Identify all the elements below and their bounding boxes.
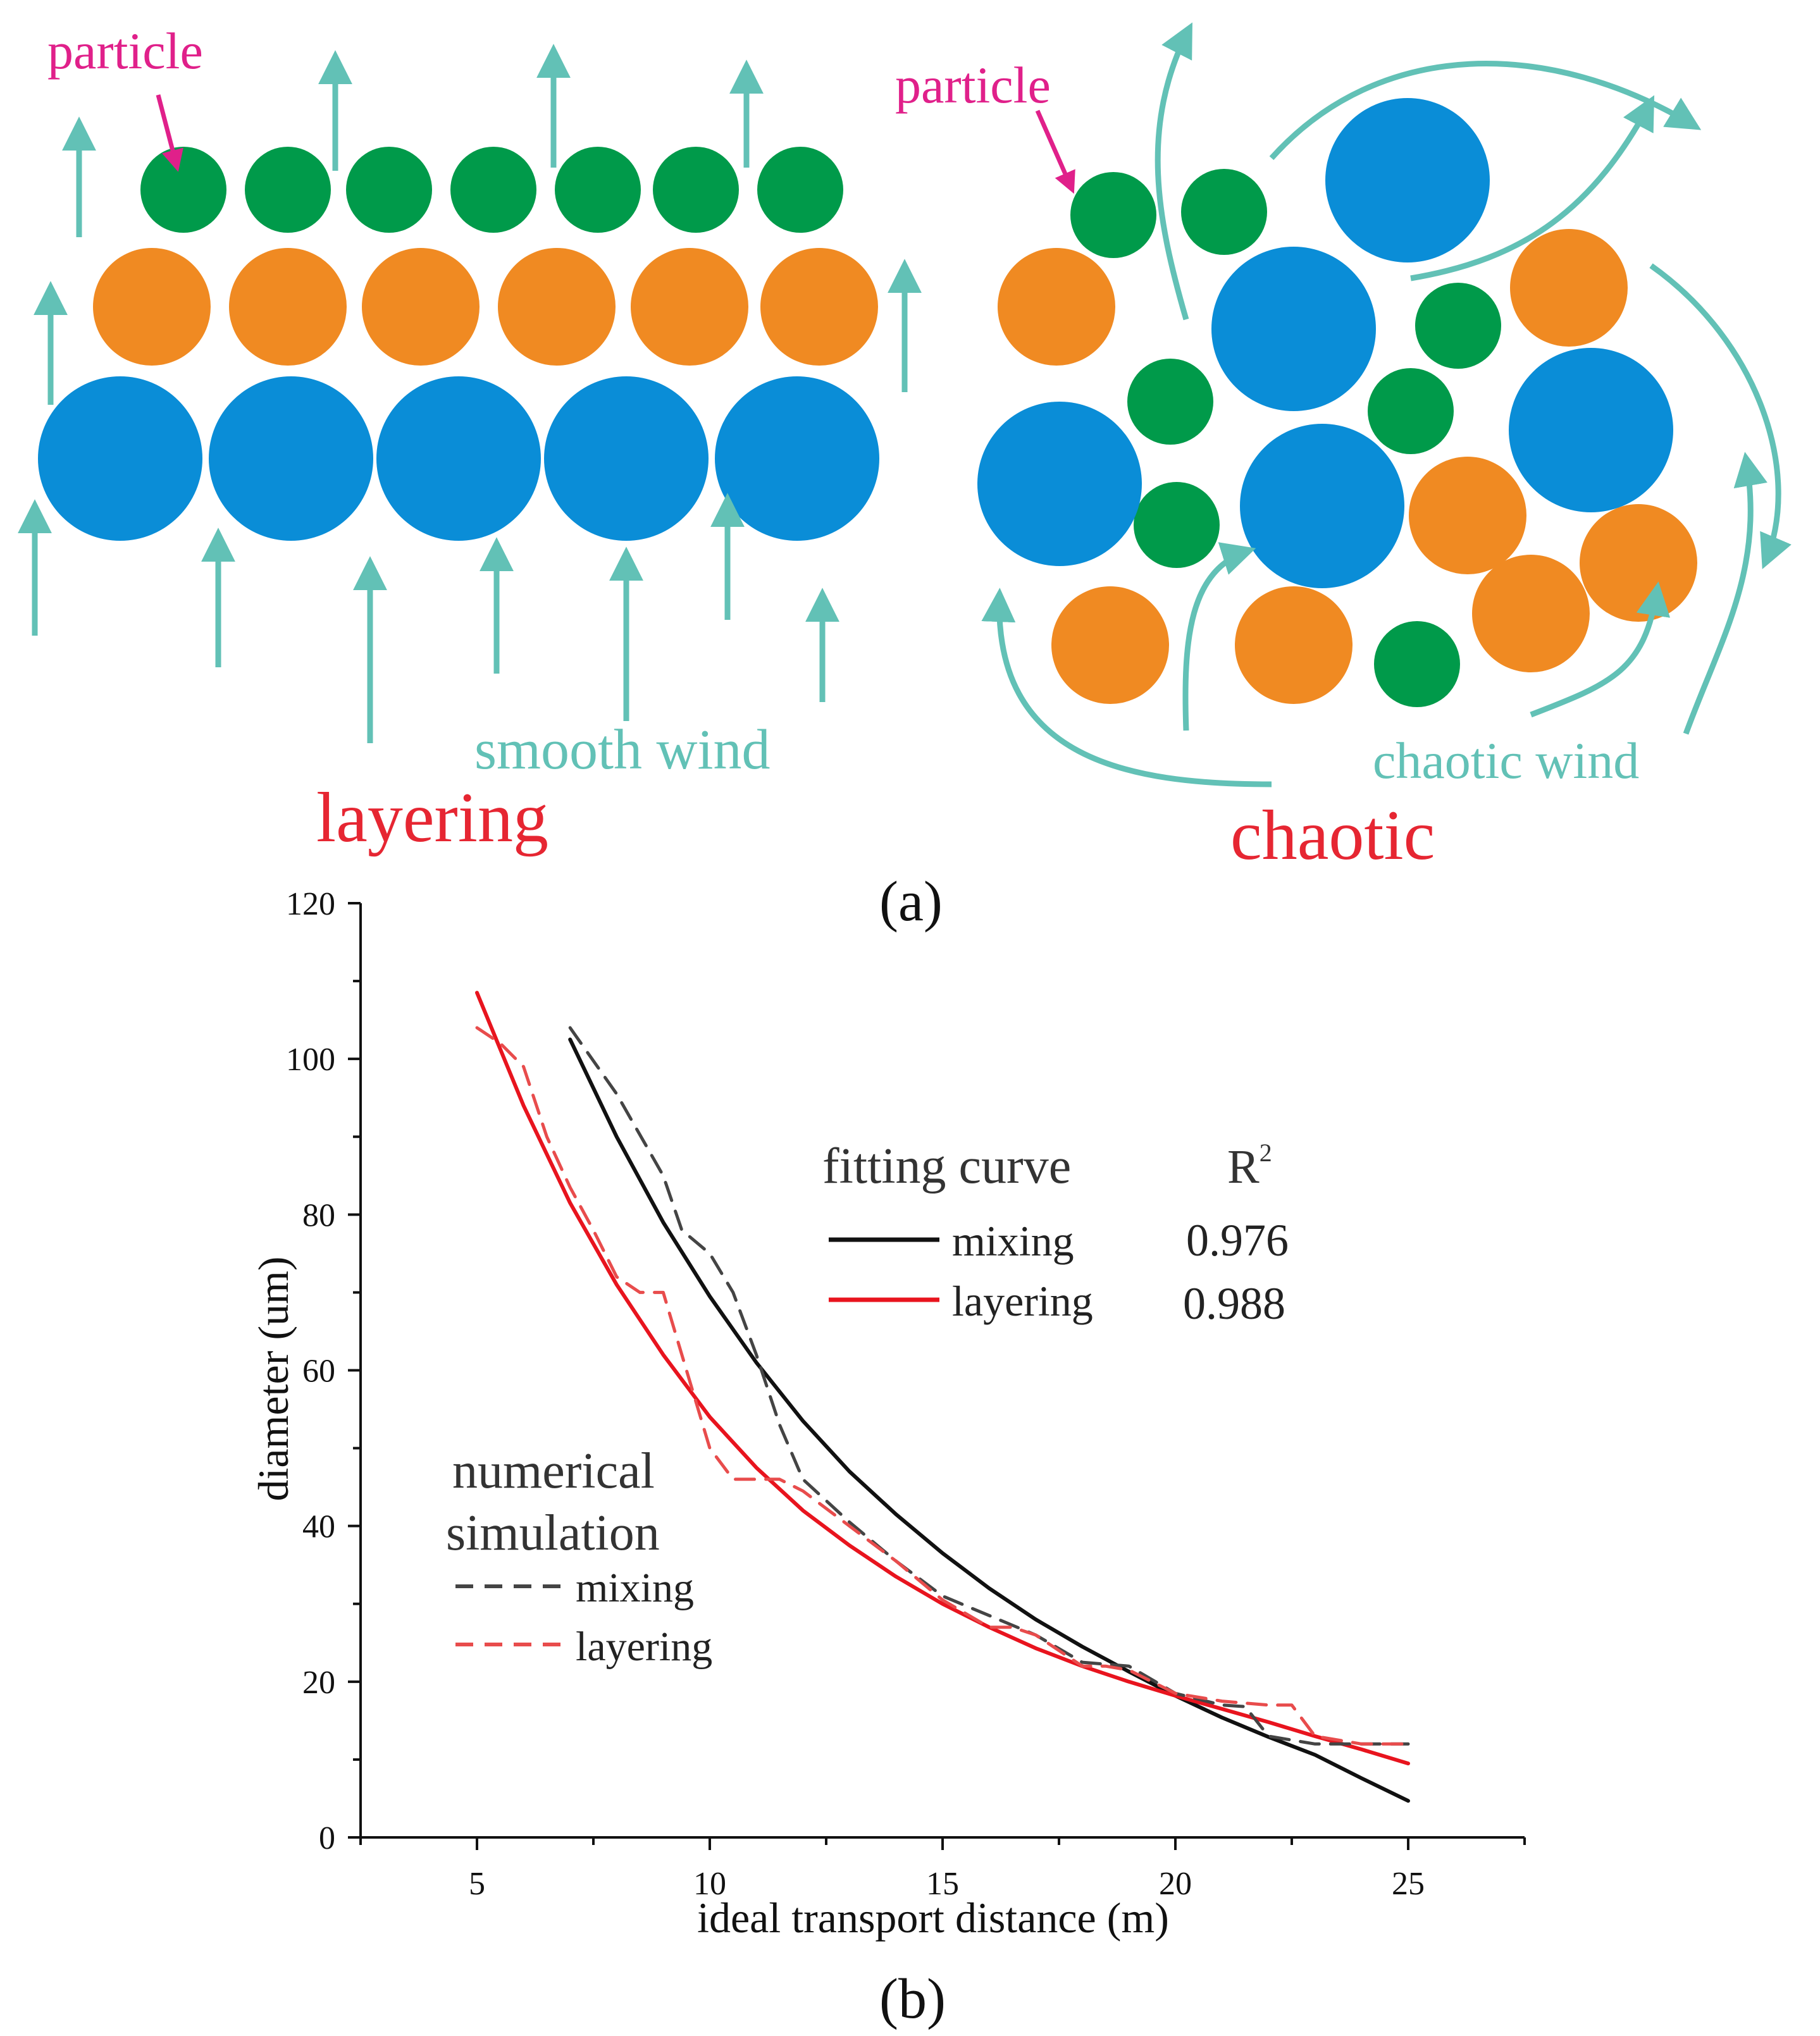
orange-particle — [498, 248, 616, 366]
orange-particle — [998, 248, 1115, 366]
blue-particle — [977, 402, 1142, 566]
legend-fit-title: fitting curve — [822, 1138, 1071, 1194]
blue-particle — [38, 376, 202, 541]
green-particle — [140, 147, 226, 233]
chaotic-particles — [977, 98, 1697, 707]
x-tick-label: 25 — [1392, 1866, 1425, 1902]
legend-sim-title-1: numerical — [452, 1443, 655, 1499]
green-particle — [245, 147, 331, 233]
chaotic-wind-arrows — [981, 22, 1792, 787]
orange-particle — [1051, 586, 1169, 704]
x-tick-label: 5 — [469, 1866, 485, 1902]
blue-particle — [1325, 98, 1490, 262]
chaotic-wind-arrow — [1410, 95, 1655, 281]
legend-sim-mixing-label: mixing — [576, 1565, 694, 1611]
caption-a: (a) — [879, 870, 943, 933]
orange-particle — [93, 248, 211, 366]
chaotic-wind-arrow — [981, 588, 1272, 787]
chaotic-wind-arrow — [1155, 22, 1192, 321]
green-particle — [1134, 482, 1220, 568]
smooth-wind-arrows — [17, 44, 922, 743]
green-particle — [1127, 359, 1213, 445]
fit-mixing-line — [568, 1037, 1410, 1803]
orange-particle — [1510, 229, 1628, 347]
orange-particle — [1580, 504, 1697, 622]
legend-sim-layering-label: layering — [576, 1624, 712, 1670]
y-axis-label: diameter (um) — [249, 1256, 297, 1501]
legend-fit-mixing-r2: 0.976 — [1186, 1215, 1289, 1266]
blue-particle — [1211, 247, 1376, 411]
chaotic-wind-arrow — [1530, 581, 1671, 718]
y-tick-label: 120 — [286, 886, 335, 922]
x-tick-label: 15 — [926, 1866, 959, 1902]
legend-fit-mixing-label: mixing — [952, 1217, 1074, 1265]
green-particle — [1070, 172, 1156, 258]
green-particle — [1368, 368, 1454, 454]
blue-particle — [209, 376, 373, 541]
legend-fit-layering-r2: 0.988 — [1183, 1278, 1285, 1329]
legend-fit-layering-label: layering — [952, 1277, 1093, 1325]
r2-superscript: 2 — [1260, 1138, 1272, 1167]
y-tick-label: 60 — [302, 1354, 335, 1390]
green-particle — [450, 147, 536, 233]
chart-series — [475, 990, 1410, 1803]
legend-simulation: numerical simulation mixing layering — [446, 1443, 712, 1670]
chaotic-wind-arrow — [1269, 61, 1702, 161]
panel-a-layering: particle smooth wind layering — [17, 22, 922, 857]
particle-pointer-arrow — [1035, 109, 1075, 194]
chart-b: 5 10 15 20 25 0 20 40 60 80 100 120 ideal transport… — [249, 886, 1526, 1942]
chaotic-wind-arrow — [1182, 542, 1256, 731]
r2-letter: R — [1227, 1140, 1260, 1194]
caption-b: (b) — [879, 1968, 946, 2030]
chaotic-wind-arrow — [1683, 452, 1767, 735]
green-particle — [757, 147, 843, 233]
green-particle — [653, 147, 739, 233]
orange-particle — [362, 248, 480, 366]
blue-particle — [1509, 348, 1673, 512]
particle-label: particle — [47, 22, 203, 80]
layering-label: layering — [316, 779, 548, 857]
orange-particle — [1409, 457, 1526, 574]
chaotic-label: chaotic — [1230, 796, 1435, 875]
green-particle — [555, 147, 641, 233]
x-axis-label: ideal transport distance (m) — [697, 1894, 1169, 1942]
chaotic-wind-arrow — [1649, 263, 1792, 569]
orange-particle — [760, 248, 878, 366]
legend-sim-title-2: simulation — [446, 1505, 660, 1561]
y-tick-label: 80 — [302, 1197, 335, 1233]
y-tick-label: 20 — [302, 1665, 335, 1701]
x-tick-label: 10 — [693, 1866, 726, 1902]
panel-a-chaotic: particle chaotic wind chaotic — [895, 22, 1792, 875]
blue-particle — [715, 376, 879, 541]
green-particle — [1374, 621, 1460, 707]
y-tick-label: 40 — [302, 1509, 335, 1545]
particle-label: particle — [895, 56, 1051, 114]
green-particle — [1415, 283, 1501, 369]
x-tick-label: 20 — [1159, 1866, 1192, 1902]
legend-fitting: fitting curve R2 mixing 0.976 layering 0… — [822, 1138, 1289, 1329]
orange-particle — [631, 248, 748, 366]
orange-particle — [1472, 555, 1590, 672]
y-tick-label: 0 — [319, 1820, 335, 1856]
orange-particle — [229, 248, 347, 366]
chart-axes — [348, 902, 1526, 1850]
particle-pointer-arrow — [156, 94, 183, 172]
blue-particle — [544, 376, 709, 541]
smooth-wind-label: smooth wind — [474, 719, 771, 781]
blue-particle — [1240, 424, 1404, 588]
simulation-mixing-line — [568, 1026, 1410, 1746]
green-particle — [346, 147, 432, 233]
layered-particles — [38, 147, 879, 541]
y-tick-label: 100 — [286, 1042, 335, 1078]
simulation-layering-line — [475, 1026, 1410, 1746]
green-particle — [1181, 169, 1267, 255]
blue-particle — [376, 376, 541, 541]
orange-particle — [1235, 586, 1353, 704]
legend-r2-header: R2 — [1227, 1138, 1272, 1194]
chart-tick-labels: 5 10 15 20 25 0 20 40 60 80 100 120 — [286, 886, 1425, 1902]
chaotic-wind-label: chaotic wind — [1373, 732, 1639, 789]
